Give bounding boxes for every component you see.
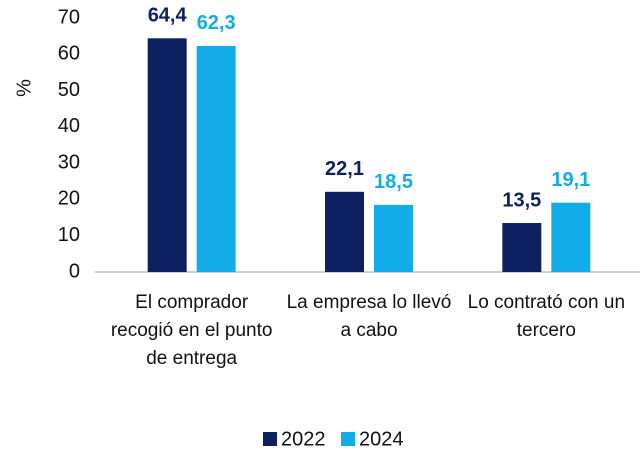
y-tick-label: 40 [58, 115, 80, 137]
y-tick-label: 0 [69, 260, 80, 282]
x-tick-label: La empresa lo llevó a cabo [286, 292, 452, 341]
bar [374, 204, 413, 272]
y-tick-label: 60 [58, 43, 80, 65]
data-label: 22,1 [325, 158, 364, 180]
bar [551, 202, 591, 272]
bar [502, 223, 542, 272]
y-axis-label: % [13, 79, 35, 97]
y-tick-label: 50 [58, 79, 80, 101]
legend-label: 2024 [359, 428, 404, 450]
data-label: 18,5 [374, 171, 413, 193]
data-label: 13,5 [502, 189, 541, 211]
x-tick-label: El comprador recogió en el punto de entr… [110, 292, 273, 369]
legend-label: 2022 [281, 428, 326, 450]
data-label: 64,4 [148, 5, 188, 27]
legend-swatch [341, 432, 355, 446]
y-tick-label: 30 [58, 151, 80, 173]
bar [196, 45, 236, 272]
legend-swatch [263, 432, 277, 446]
y-tick-label: 70 [58, 6, 80, 28]
bar [325, 191, 364, 272]
y-tick-label: 10 [58, 224, 80, 246]
data-label: 19,1 [551, 169, 590, 191]
bar [147, 38, 187, 272]
x-tick-label: Lo contrató con un tercero [467, 292, 626, 341]
y-tick-label: 20 [58, 188, 80, 210]
data-label: 62,3 [197, 12, 236, 34]
